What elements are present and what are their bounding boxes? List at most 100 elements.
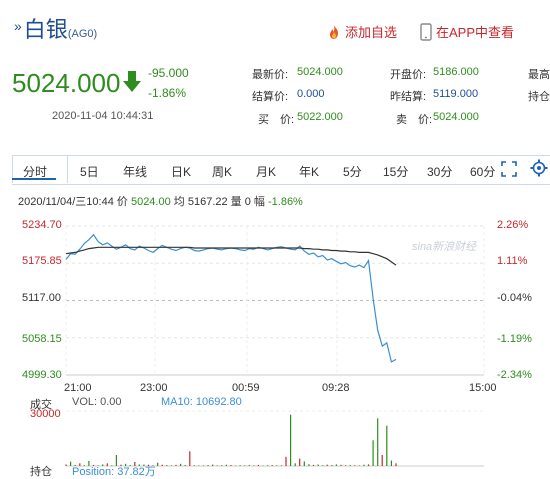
volume-bar: [253, 465, 255, 466]
volume-bar: [349, 465, 351, 466]
settings-gear-icon[interactable]: [530, 159, 548, 177]
volume-bar: [184, 465, 186, 466]
volume-bar: [381, 455, 383, 466]
x-tick-2: 00:59: [232, 382, 260, 394]
open-in-app-label: 在APP中查看: [436, 25, 515, 40]
volume-bar: [111, 465, 113, 466]
volume-bar: [267, 465, 269, 466]
y-tick-right-0: 2.26%: [497, 219, 529, 231]
info-avg-label: 均: [173, 196, 185, 208]
volume-bar: [65, 464, 67, 466]
volume-bar: [377, 418, 379, 466]
tab-30min[interactable]: 30分: [427, 165, 453, 179]
tab-5min[interactable]: 5分: [343, 165, 362, 179]
volume-bar: [97, 465, 99, 466]
volume-bar: [386, 425, 388, 466]
add-favorite-button[interactable]: 添加自选: [326, 22, 397, 41]
double-chevron-icon: »: [14, 18, 22, 34]
volume-bar: [193, 465, 195, 466]
volume-bar: [166, 465, 168, 466]
tab-active-frame: [12, 155, 68, 183]
volume-panel-title: 成交: [30, 399, 52, 411]
x-tick-0: 21:00: [64, 382, 92, 394]
open-interest-label: 持仓: [528, 91, 550, 103]
info-price: 5024.00: [130, 196, 171, 208]
volume-bar: [322, 465, 324, 466]
tab-60min[interactable]: 60分: [470, 165, 496, 179]
y-tick-right-3: -1.19%: [497, 333, 532, 345]
sina-watermark: sina新浪财经: [412, 241, 477, 253]
last-price: 5024.000: [12, 68, 121, 98]
volume-bar: [106, 463, 108, 467]
volume-bar: [157, 462, 159, 466]
volume-bar: [115, 455, 117, 466]
volume-bar: [335, 464, 337, 466]
active-tab-indicator: [12, 178, 56, 180]
info-amp-label: 幅: [253, 196, 265, 208]
tab-weekly-k[interactable]: 周K: [212, 165, 233, 179]
info-amp: -1.86%: [267, 196, 303, 208]
phone-icon: [420, 23, 432, 41]
volume-bar: [230, 465, 232, 466]
volume-bar: [317, 464, 319, 466]
volume-bar: [88, 460, 90, 466]
x-tick-4: 15:00: [469, 382, 497, 394]
volume-bar: [285, 456, 287, 466]
info-avg: 5167.22: [187, 196, 228, 208]
settle-price-label: 结算价:: [252, 91, 289, 103]
volume-bar: [308, 464, 310, 466]
instrument-title: »白银(AG0): [14, 12, 97, 44]
tab-yearline[interactable]: 年线: [123, 165, 148, 179]
tab-yearly-k[interactable]: 年K: [299, 165, 320, 179]
y-tick-left-3: 5058.15: [22, 333, 62, 345]
flame-icon: [330, 25, 338, 39]
volume-bar: [102, 464, 104, 466]
chart-grid: [65, 225, 485, 467]
open-price-label: 开盘价:: [390, 69, 427, 81]
tab-15min[interactable]: 15分: [383, 165, 409, 179]
volume-bar: [170, 465, 172, 466]
volume-bar: [74, 464, 76, 466]
volume-bar: [129, 465, 131, 466]
volume-bar: [198, 465, 200, 466]
instrument-name: 白银: [23, 17, 68, 42]
ma10-readout: MA10: 10692.80: [161, 396, 242, 408]
open-in-app-button[interactable]: 在APP中查看: [420, 22, 514, 41]
volume-bar: [345, 465, 347, 466]
volume-bar: [134, 462, 136, 466]
volume-bar: [120, 464, 122, 466]
volume-bar: [92, 464, 95, 466]
fullscreen-icon[interactable]: [501, 161, 517, 177]
crosshair-info-line: 2020/11/04/三10:44 价 5024.00 均 5167.22 量 …: [18, 193, 303, 209]
ask-price-label: 卖 价:: [396, 114, 433, 126]
volume-bar: [354, 465, 356, 466]
instrument-code: (AG0): [67, 28, 98, 40]
latest-price-value: 5024.000: [297, 66, 343, 78]
volume-bar: [395, 463, 397, 467]
volume-bar: [276, 465, 278, 466]
price-change: -95.000: [148, 66, 189, 80]
volume-bar: [138, 464, 140, 466]
volume-bar: [248, 465, 250, 466]
volume-bar: [216, 465, 218, 466]
volume-bar: [358, 465, 360, 466]
info-volume: 0: [244, 196, 251, 208]
tab-intraday[interactable]: 分时: [23, 165, 48, 179]
tab-5day[interactable]: 5日: [80, 165, 99, 179]
tab-daily-k[interactable]: 日K: [171, 165, 192, 179]
chart-period-tabs: [12, 155, 550, 185]
y-tick-left-1: 5175.85: [22, 255, 62, 267]
tab-monthly-k[interactable]: 月K: [256, 165, 277, 179]
volume-bar: [244, 465, 246, 466]
volume-bar: [239, 465, 241, 466]
volume-bar: [280, 465, 282, 466]
volume-y-tick: 30000: [30, 408, 61, 420]
volume-bar: [202, 465, 205, 467]
volume-bar: [257, 464, 260, 466]
volume-bar: [70, 461, 72, 466]
volume-bar: [161, 464, 163, 466]
y-tick-left-4: 4999.30: [22, 369, 62, 381]
vol-readout: VOL: 0.00: [72, 396, 122, 408]
volume-bar: [340, 464, 342, 466]
